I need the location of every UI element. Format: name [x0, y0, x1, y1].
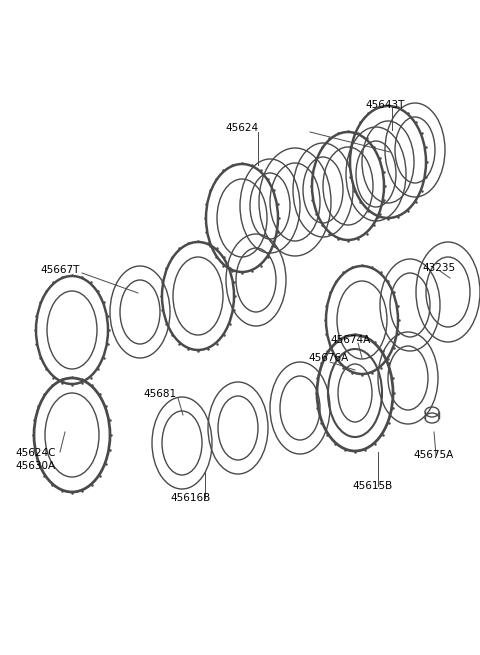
Text: 45624: 45624 [225, 123, 258, 133]
Text: 45630A: 45630A [15, 461, 55, 471]
Text: 45615B: 45615B [352, 481, 392, 491]
Text: 45674A: 45674A [330, 335, 370, 345]
Text: 45675A: 45675A [413, 450, 453, 460]
Text: 45624C: 45624C [15, 448, 56, 458]
Text: 45616B: 45616B [170, 493, 210, 503]
Text: 45643T: 45643T [365, 100, 404, 110]
Text: 45681: 45681 [143, 389, 176, 399]
Text: 43235: 43235 [422, 263, 455, 273]
Text: 45676A: 45676A [308, 353, 348, 363]
Text: 45667T: 45667T [40, 265, 79, 275]
